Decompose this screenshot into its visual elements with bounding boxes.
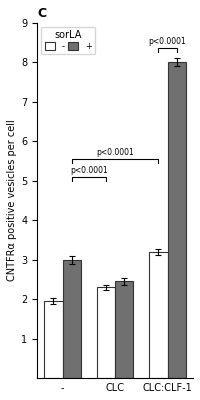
Bar: [168, 62, 186, 378]
Bar: [44, 301, 63, 378]
Legend: -, +: -, +: [41, 27, 95, 54]
Text: p<0.0001: p<0.0001: [70, 166, 108, 175]
Text: p<0.0001: p<0.0001: [96, 148, 134, 157]
Bar: [63, 260, 81, 378]
Text: C: C: [37, 7, 46, 20]
Bar: [115, 281, 133, 378]
Bar: [97, 287, 115, 378]
Y-axis label: CNTFRα positive vesicles per cell: CNTFRα positive vesicles per cell: [7, 120, 17, 281]
Bar: [149, 252, 168, 378]
Text: p<0.0001: p<0.0001: [149, 37, 186, 46]
